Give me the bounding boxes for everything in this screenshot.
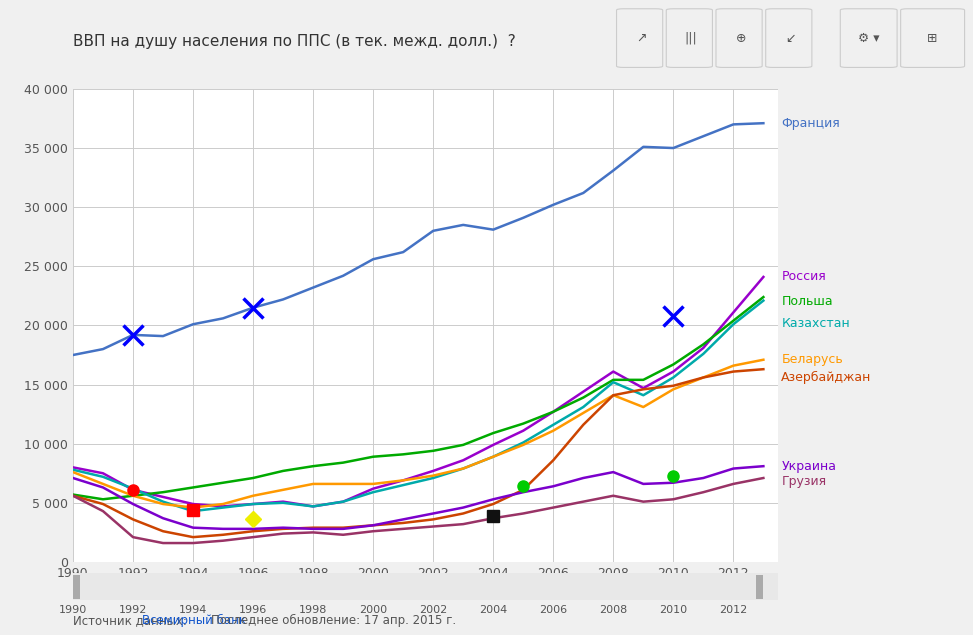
- FancyBboxPatch shape: [841, 9, 897, 67]
- FancyBboxPatch shape: [766, 9, 811, 67]
- Text: Украина: Украина: [781, 460, 837, 472]
- Text: ВВП на душу населения по ППС (в тек. межд. долл.)  ?: ВВП на душу населения по ППС (в тек. меж…: [73, 34, 516, 50]
- Text: ⊞: ⊞: [927, 32, 938, 44]
- Text: Источник данных:: Источник данных:: [73, 615, 195, 627]
- FancyBboxPatch shape: [617, 9, 663, 67]
- Text: ⊕: ⊕: [736, 32, 746, 44]
- Text: Россия: Россия: [781, 271, 826, 283]
- Bar: [756, 575, 764, 599]
- Text: ⚙ ▾: ⚙ ▾: [858, 32, 880, 44]
- Text: Грузия: Грузия: [781, 475, 826, 488]
- Text: Всемирный банк: Всемирный банк: [142, 614, 246, 627]
- Text: Беларусь: Беларусь: [781, 353, 844, 366]
- Text: |||: |||: [685, 32, 698, 44]
- Text: ↗: ↗: [636, 32, 647, 44]
- Text: Польша: Польша: [781, 295, 833, 308]
- Text: ↙: ↙: [785, 32, 796, 44]
- FancyBboxPatch shape: [901, 9, 964, 67]
- Bar: [73, 575, 81, 599]
- Text: Азербайджан: Азербайджан: [781, 371, 872, 384]
- Text: Последнее обновление: 17 апр. 2015 г.: Последнее обновление: 17 апр. 2015 г.: [197, 614, 456, 627]
- Text: Казахстан: Казахстан: [781, 317, 850, 330]
- Text: Франция: Франция: [781, 117, 840, 130]
- FancyBboxPatch shape: [716, 9, 762, 67]
- FancyBboxPatch shape: [667, 9, 712, 67]
